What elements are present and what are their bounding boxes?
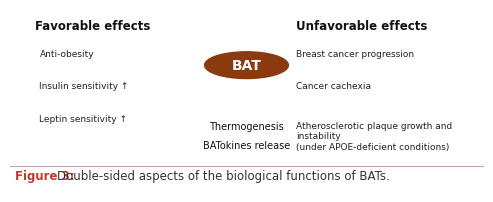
Ellipse shape xyxy=(205,53,288,79)
Text: Thermogenesis: Thermogenesis xyxy=(209,121,284,131)
Text: Cancer cachexia: Cancer cachexia xyxy=(296,82,371,91)
Text: BATokines release: BATokines release xyxy=(203,141,290,150)
Text: Double-sided aspects of the biological functions of BATs.: Double-sided aspects of the biological f… xyxy=(57,169,389,182)
Text: Favorable effects: Favorable effects xyxy=(35,20,150,33)
Text: Figure 3:: Figure 3: xyxy=(15,169,78,182)
Text: BAT: BAT xyxy=(232,59,261,73)
Text: Breast cancer progression: Breast cancer progression xyxy=(296,49,414,59)
Text: Leptin sensitivity ↑: Leptin sensitivity ↑ xyxy=(39,115,127,124)
Text: Insulin sensitivity ↑: Insulin sensitivity ↑ xyxy=(39,82,129,91)
Text: Anti-obesity: Anti-obesity xyxy=(39,49,94,59)
Text: Unfavorable effects: Unfavorable effects xyxy=(296,20,427,33)
Text: Atherosclerotic plaque growth and instability
(under APOE-deficient conditions): Atherosclerotic plaque growth and instab… xyxy=(296,121,452,151)
